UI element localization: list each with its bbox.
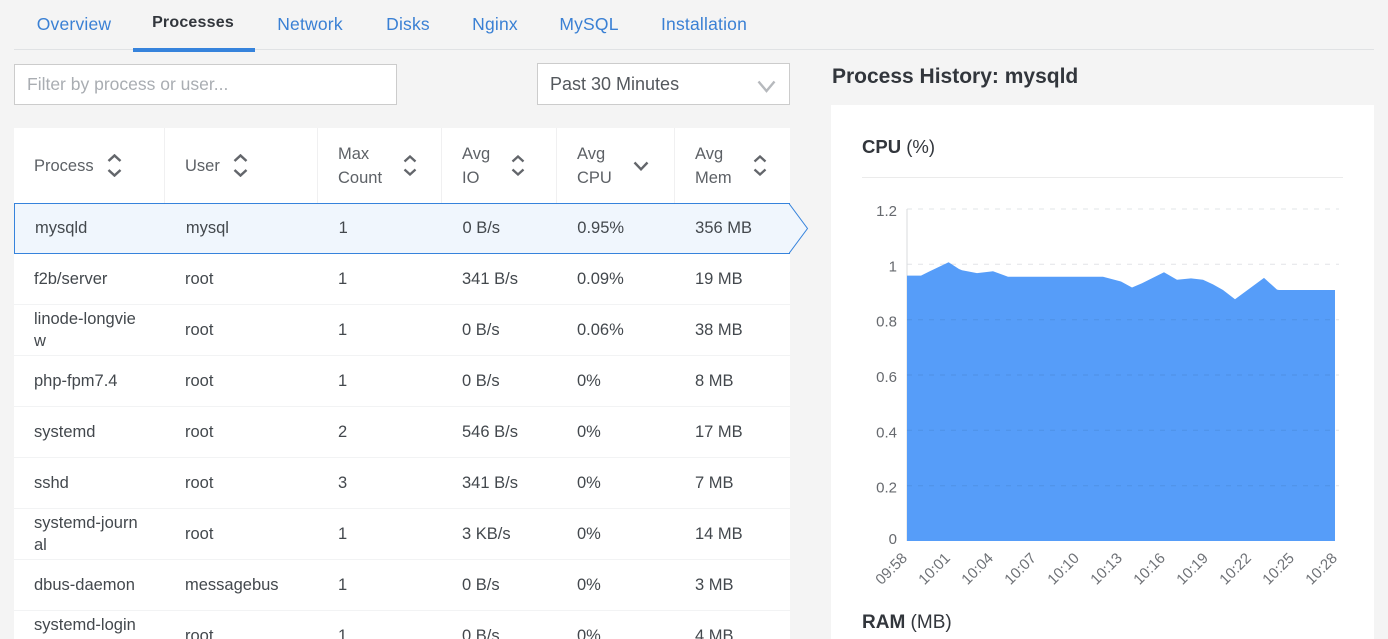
svg-text:09:58: 09:58: [872, 550, 911, 589]
svg-text:10:10: 10:10: [1044, 550, 1083, 589]
svg-text:10:01: 10:01: [915, 550, 954, 589]
svg-text:10:16: 10:16: [1130, 550, 1169, 589]
svg-text:0.6: 0.6: [876, 369, 897, 386]
svg-text:10:19: 10:19: [1173, 550, 1212, 589]
svg-text:1: 1: [889, 258, 897, 275]
svg-text:10:04: 10:04: [958, 550, 997, 589]
svg-text:10:13: 10:13: [1087, 550, 1126, 589]
svg-text:10:28: 10:28: [1302, 550, 1341, 589]
svg-text:0.4: 0.4: [876, 424, 897, 441]
svg-text:0.8: 0.8: [876, 314, 897, 331]
svg-text:1.2: 1.2: [876, 203, 897, 220]
svg-text:0.2: 0.2: [876, 480, 897, 497]
svg-text:10:07: 10:07: [1001, 550, 1040, 589]
svg-text:0: 0: [889, 531, 897, 548]
svg-text:10:25: 10:25: [1259, 550, 1298, 589]
svg-text:10:22: 10:22: [1216, 550, 1255, 589]
